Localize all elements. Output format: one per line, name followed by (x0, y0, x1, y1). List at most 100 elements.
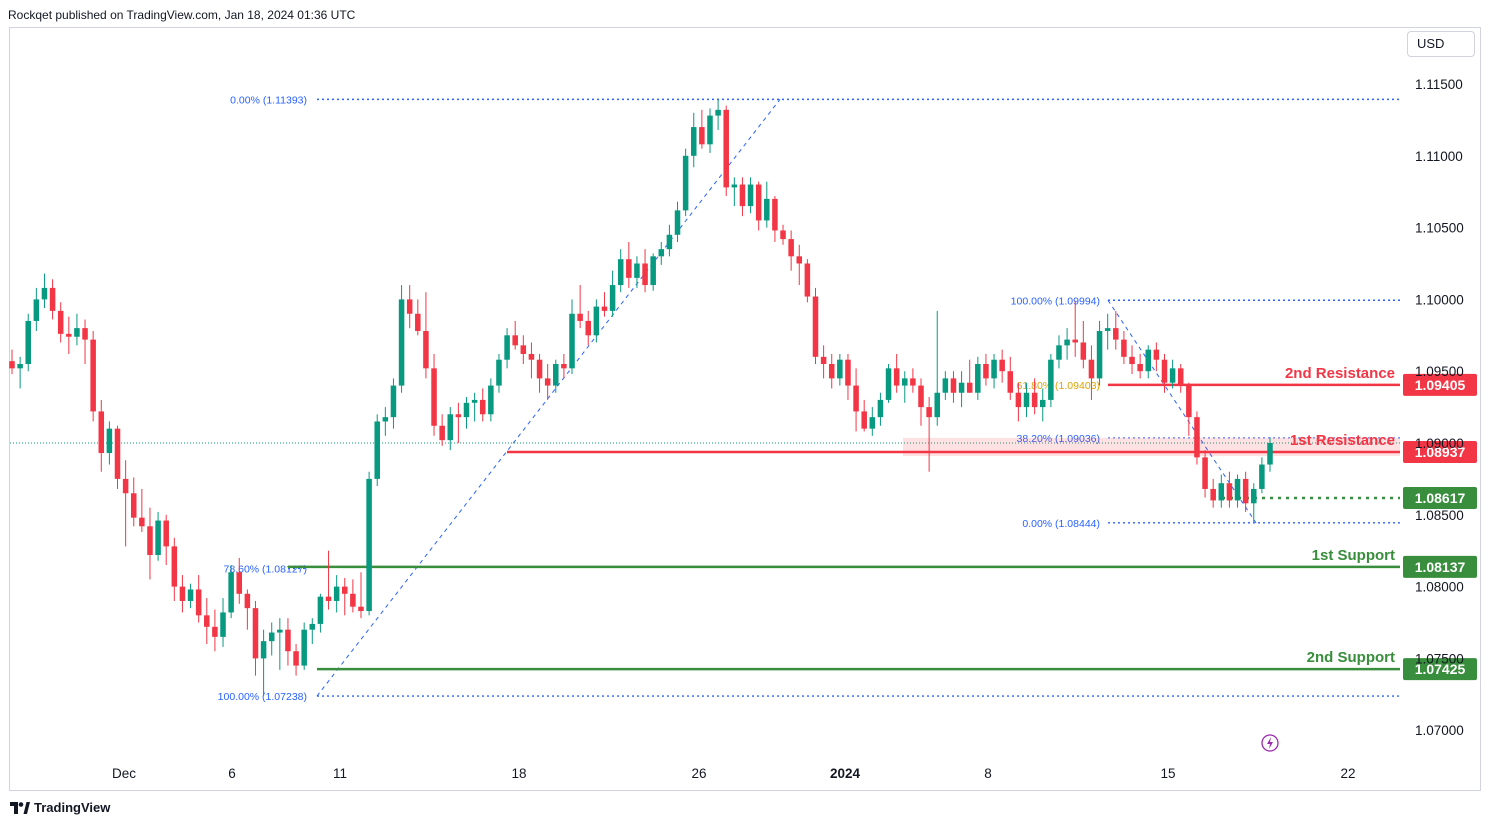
candle-body (479, 399, 486, 415)
candle-body (975, 364, 981, 393)
candle-body (650, 256, 656, 286)
candle-body (1080, 342, 1087, 360)
candle-body (674, 210, 681, 235)
candle-body (390, 385, 397, 418)
candle-body (991, 359, 997, 379)
candle-body (837, 359, 843, 379)
candle-body (1007, 371, 1014, 393)
price-tag-label: 1.07425 (1415, 661, 1466, 677)
candle-body (601, 306, 608, 311)
candle-body (950, 378, 957, 393)
candle-body (406, 299, 413, 314)
price-tag-label: 1.09405 (1415, 377, 1466, 393)
candle-body (204, 615, 210, 627)
candle-body (423, 330, 429, 369)
tradingview-logo[interactable]: TradingView (10, 800, 110, 815)
candle-body (812, 296, 819, 357)
candle-body (1064, 339, 1070, 346)
candle-body (309, 623, 316, 630)
price-axis-tick: 1.09500 (1415, 364, 1464, 379)
candle-body (1048, 359, 1054, 400)
candle-body (796, 256, 803, 264)
replay-lightning-icon[interactable] (1261, 734, 1279, 752)
candle-body (1153, 349, 1160, 360)
publisher-caption: Rockqet published on TradingView.com, Ja… (8, 8, 356, 22)
candle-body (1145, 349, 1152, 372)
candle-body (33, 299, 40, 321)
candle-body (1015, 392, 1022, 408)
candle-body (130, 493, 137, 518)
candle-body (593, 306, 600, 336)
price-axis-tick: 1.10000 (1415, 292, 1464, 307)
candle-body (634, 263, 640, 278)
candle-body (666, 234, 673, 250)
resistance-level-name: 1st Resistance (1290, 432, 1395, 449)
candle-body (374, 421, 380, 479)
price-axis-tick: 1.07000 (1415, 723, 1464, 738)
candle-body (512, 335, 518, 346)
candle-body (553, 364, 559, 386)
candle-body (285, 629, 291, 652)
candle-body (1121, 339, 1127, 357)
candle-body (577, 313, 583, 321)
price-tag (1403, 555, 1477, 578)
candle-body (1186, 385, 1192, 418)
candle-body (1039, 399, 1046, 408)
price-axis-tick: 1.11000 (1415, 149, 1463, 164)
candle-body (845, 359, 851, 386)
candle-body (260, 641, 267, 659)
candle-body (1251, 488, 1257, 504)
candle-body (171, 546, 178, 587)
candle-body (561, 364, 567, 369)
candle-body (1210, 488, 1216, 501)
price-axis: 1.09405 1.08937 1.08617 1.08137 1.07425 1.115… (1403, 77, 1477, 738)
candle-body (366, 478, 372, 612)
candle-body (179, 586, 186, 601)
candle-body (9, 361, 15, 369)
candle-body (236, 572, 243, 594)
candle-body (1072, 339, 1078, 343)
candle-body (1177, 368, 1184, 386)
candle-body (471, 399, 478, 403)
candle-body (910, 378, 916, 386)
candle-body (187, 589, 194, 601)
candle-body (74, 328, 80, 337)
candle-body (1169, 368, 1176, 383)
candle-body (57, 310, 64, 334)
candle-body (1104, 328, 1111, 331)
time-axis-tick: 22 (1340, 766, 1355, 781)
candle-body (1259, 464, 1265, 489)
candle-body (293, 651, 299, 666)
price-axis-tick: 1.08500 (1415, 508, 1464, 523)
price-tag-label: 1.08617 (1415, 490, 1466, 506)
candle-body (415, 313, 421, 331)
price-axis-tick: 1.07500 (1415, 651, 1464, 666)
candle-body (98, 411, 105, 454)
candle-body (1088, 359, 1095, 379)
candle-body (382, 417, 389, 422)
currency-selector-button[interactable]: USD (1407, 31, 1475, 57)
candle-body (926, 407, 932, 418)
candle-body (966, 382, 973, 393)
candle-body (106, 428, 113, 454)
candle-body (1161, 359, 1168, 383)
candle-body (520, 345, 527, 354)
candle-body (715, 109, 721, 116)
time-axis-tick: 2024 (830, 766, 861, 781)
price-axis-tick: 1.08000 (1415, 580, 1464, 595)
candle-body (447, 414, 454, 441)
fib-level-label: 78.60% (1.08127) (224, 563, 307, 575)
candle-body (723, 109, 729, 188)
candle-body (918, 385, 924, 408)
candle-body (342, 586, 348, 594)
candle-body (139, 517, 145, 527)
candle-body (755, 184, 762, 221)
time-axis-tick: Dec (112, 766, 136, 781)
candle-body (455, 414, 462, 418)
candle-body (25, 320, 31, 365)
candle-body (699, 127, 705, 145)
candle-body (90, 339, 96, 412)
candle-body (999, 359, 1005, 372)
candle-body (439, 425, 445, 441)
